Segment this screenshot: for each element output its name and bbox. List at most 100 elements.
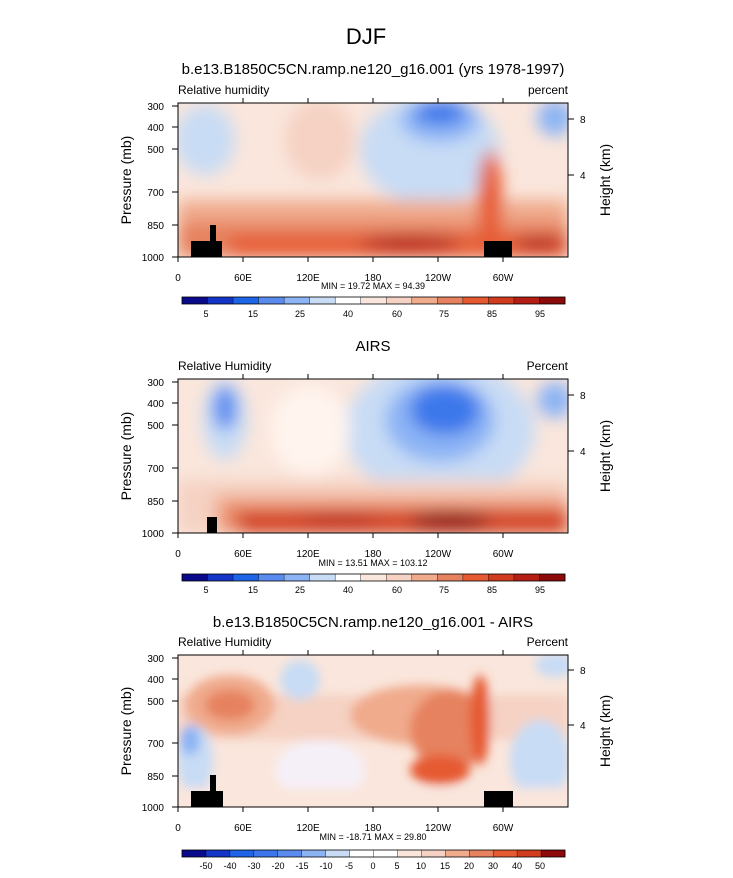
colorbar-label: -15 <box>295 861 308 871</box>
panel-model: b.e13.B1850C5CN.ramp.ne120_g16.001 (yrs … <box>118 61 613 319</box>
colorbar-swatch <box>386 297 413 304</box>
y-axis-label: Pressure (mb) <box>118 687 134 776</box>
colorbar-swatch <box>517 850 542 857</box>
x-tick-label: 60E <box>234 549 252 560</box>
colorbar-label: 5 <box>394 861 399 871</box>
x-tick-label: 120E <box>296 273 320 284</box>
variable-label: Relative humidity <box>178 83 269 97</box>
colorbar-swatch <box>386 574 413 581</box>
axis-ticks <box>172 98 574 262</box>
colorbar-swatch <box>233 574 259 581</box>
colorbar-swatch <box>349 850 374 857</box>
x-tick-label: 60E <box>234 823 252 834</box>
contour-field <box>178 379 568 533</box>
y-tick-label: 400 <box>147 123 164 134</box>
y-axis-label: Pressure (mb) <box>118 136 134 225</box>
y-right-tick-label: 8 <box>580 115 586 126</box>
y-right-tick-label: 8 <box>580 391 586 402</box>
land-mask <box>484 791 513 807</box>
colorbar-swatch <box>301 850 326 857</box>
colorbar-label: 95 <box>535 585 545 595</box>
y-tick-label: 700 <box>147 739 164 750</box>
colorbar-swatch <box>360 297 387 304</box>
y-tick-label: 1000 <box>142 803 165 814</box>
y-axis-label: Pressure (mb) <box>118 412 134 501</box>
colorbar-swatch <box>373 850 398 857</box>
y-tick-label: 850 <box>147 772 164 783</box>
x-tick-label: 180 <box>365 823 382 834</box>
colorbar-label: 40 <box>512 861 522 871</box>
colorbar-swatch <box>513 574 540 581</box>
colorbar-swatch <box>207 574 234 581</box>
y-axis-label-right: Height (km) <box>597 695 613 767</box>
min-max-stats: MIN = 19.72 MAX = 94.39 <box>321 281 425 291</box>
axis-ticks <box>172 374 574 538</box>
colorbar-swatch <box>182 574 208 581</box>
colorbar-swatch <box>397 850 422 857</box>
colorbar-label: 60 <box>392 309 402 319</box>
x-tick-label: 120E <box>296 549 320 560</box>
variable-label: Relative Humidity <box>178 635 271 649</box>
panel-title: b.e13.B1850C5CN.ramp.ne120_g16.001 (yrs … <box>182 61 565 78</box>
y-tick-label: 400 <box>147 399 164 410</box>
x-tick-label: 120W <box>425 273 452 284</box>
y-tick-label: 700 <box>147 464 164 475</box>
y-tick-label: 400 <box>147 675 164 686</box>
colorbar <box>181 296 566 305</box>
colorbar-swatch <box>360 574 387 581</box>
x-tick-label: 180 <box>365 273 382 284</box>
colorbar-label: -30 <box>247 861 260 871</box>
y-tick-label: 850 <box>147 497 164 508</box>
colorbar-label: 25 <box>295 585 305 595</box>
land-mask <box>484 241 512 257</box>
y-tick-label: 500 <box>147 421 164 432</box>
colorbar-swatch <box>253 850 279 857</box>
colorbar-swatch <box>462 297 489 304</box>
y-tick-label: 1000 <box>142 529 165 540</box>
colorbar-labels: -50 -40 -30 -20 -15 -10 -5 0 5 10 15 20 … <box>199 861 545 871</box>
colorbar-frame <box>181 573 566 582</box>
x-tick-label: 180 <box>365 549 382 560</box>
x-tick-label: 60W <box>493 823 514 834</box>
colorbar-swatch <box>488 574 515 581</box>
colorbar-label: 50 <box>535 861 545 871</box>
colorbar-swatch <box>445 850 470 857</box>
colorbar-label: 15 <box>248 585 258 595</box>
x-tick-label: 60W <box>493 273 514 284</box>
y-tick-label: 1000 <box>142 253 165 264</box>
x-tick-label: 0 <box>175 823 181 834</box>
colorbar-label: 60 <box>392 585 402 595</box>
colorbar-swatch <box>541 850 566 857</box>
colorbar-label: 30 <box>488 861 498 871</box>
y-tick-label: 500 <box>147 697 164 708</box>
colorbar-label: 5 <box>203 585 208 595</box>
y-right-tick-label: 4 <box>580 447 586 458</box>
colorbar-swatch <box>205 850 231 857</box>
colorbar <box>181 573 566 582</box>
colorbar-label: 85 <box>487 585 497 595</box>
colorbar-swatch <box>539 574 566 581</box>
colorbar-label: 95 <box>535 309 545 319</box>
colorbar-swatch <box>277 850 302 857</box>
panel-airs: AIRS Relative Humidity Percent <box>118 338 613 595</box>
y-tick-labels: 300 400 500 700 850 1000 <box>142 378 165 540</box>
contour-field <box>178 103 568 257</box>
y-right-tick-label: 4 <box>580 171 586 182</box>
panel-difference: b.e13.B1850C5CN.ramp.ne120_g16.001 - AIR… <box>118 614 613 871</box>
colorbar-swatch <box>421 850 446 857</box>
colorbar-label: 25 <box>295 309 305 319</box>
colorbar-swatch <box>493 850 518 857</box>
y-axis-label-right: Height (km) <box>597 144 613 216</box>
colorbar-label: -5 <box>345 861 353 871</box>
y-tick-label: 700 <box>147 188 164 199</box>
x-tick-label: 0 <box>175 273 181 284</box>
contour-field <box>178 655 568 807</box>
colorbar-swatch <box>309 574 336 581</box>
y-right-tick-labels: 8 4 <box>580 391 586 458</box>
colorbar-swatch <box>284 297 310 304</box>
y-right-tick-labels: 8 4 <box>580 666 586 732</box>
land-mask <box>191 241 222 257</box>
colorbar-label: 75 <box>439 585 449 595</box>
colorbar-label: 5 <box>203 309 208 319</box>
variable-label: Relative Humidity <box>178 359 271 373</box>
